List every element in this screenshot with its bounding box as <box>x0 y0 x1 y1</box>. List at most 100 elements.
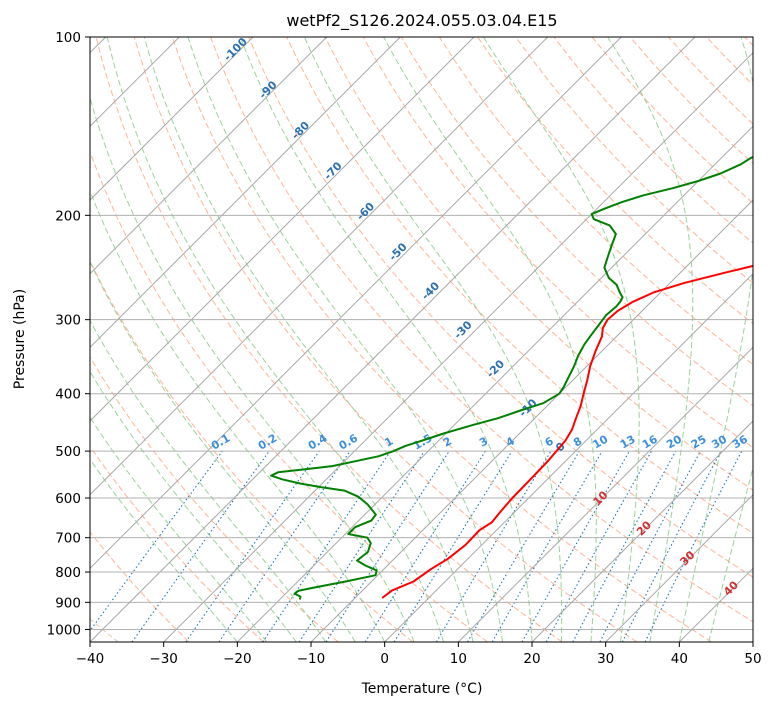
mixing-ratio-line <box>644 450 743 642</box>
isotherm-line <box>90 37 401 349</box>
dry-adiabat <box>95 37 563 642</box>
temperature-profile <box>381 264 753 599</box>
moist-adiabat <box>90 189 386 642</box>
mixing-ratio-line <box>545 450 653 642</box>
isentrope-label: 40 <box>721 578 741 598</box>
x-tick-label: 20 <box>523 651 540 667</box>
isotherm-line <box>384 272 753 642</box>
mixing-ratio-label: 0.4 <box>306 431 330 452</box>
moist-adiabat <box>90 260 356 642</box>
moist-adiabat-label: -90 <box>256 78 279 101</box>
x-tick-label: 0 <box>380 651 389 667</box>
y-tick-label: 900 <box>55 595 81 611</box>
isotherm-line <box>163 51 753 642</box>
mixing-ratio-line <box>435 450 552 642</box>
mixing-ratio-line <box>393 450 513 642</box>
moist-adiabat <box>303 37 563 642</box>
moist-adiabat <box>90 370 297 642</box>
y-tick-label: 400 <box>55 387 81 403</box>
dry-adiabat <box>133 37 638 642</box>
moist-adiabat-label: -70 <box>321 159 344 182</box>
dewpoint-profile <box>270 155 753 600</box>
mixing-ratio-label: 25 <box>689 433 709 452</box>
x-axis: −40 −30 −20 −10 0 10 20 30 40 50 <box>76 642 762 667</box>
moist-adiabat <box>482 37 640 642</box>
isotherm-line <box>90 37 549 496</box>
x-tick-label: 10 <box>450 651 467 667</box>
isotherm-line <box>457 346 753 642</box>
moist-adiabat-label: -80 <box>289 119 312 142</box>
plot-frame <box>89 36 754 643</box>
isotherm-line <box>752 641 753 642</box>
mixing-ratio-label: 10 <box>591 432 611 451</box>
isotherm-line <box>605 493 753 642</box>
dry-adiabat <box>248 37 753 578</box>
moist-adiabat-label: -60 <box>354 200 377 223</box>
y-tick-label: 100 <box>55 30 81 46</box>
mixing-ratio-label: 13 <box>618 433 638 452</box>
dry-adiabat <box>438 37 753 366</box>
moist-adiabat <box>678 37 753 642</box>
mixing-ratio-label: 6 <box>543 434 556 449</box>
isentrope-label: 10 <box>591 488 611 508</box>
dry-adiabat <box>90 445 264 642</box>
moist-adiabat <box>383 37 597 642</box>
mixing-ratio-label: 30 <box>709 432 729 451</box>
moist-adiabat <box>187 37 503 642</box>
dry-adiabat <box>90 356 339 642</box>
mixing-ratio-line <box>90 450 223 632</box>
moist-adiabat <box>607 37 694 642</box>
isotherm-line <box>310 199 753 642</box>
mixing-ratio-label: 0.1 <box>209 432 232 453</box>
profiles <box>270 155 753 600</box>
moist-adiabat-label: -100 <box>221 35 250 64</box>
mixing-ratio-label: 3 <box>477 435 490 450</box>
x-tick-label: 50 <box>744 651 761 667</box>
background-lines <box>90 37 753 642</box>
y-tick-label: 800 <box>55 565 81 581</box>
dry-adiabat <box>706 37 753 86</box>
x-tick-label: 40 <box>671 651 688 667</box>
moist-adiabat-label: -40 <box>419 279 442 302</box>
isotherm-line <box>90 37 622 570</box>
dry-adiabat <box>90 531 190 642</box>
mixing-ratio-line <box>298 450 425 642</box>
y-tick-label: 300 <box>55 313 81 329</box>
mixing-ratio-line <box>572 450 677 642</box>
mixing-ratio-label: 8 <box>571 435 584 450</box>
mixing-ratio-line <box>521 450 630 642</box>
x-tick-label: 30 <box>597 651 614 667</box>
moist-adiabat <box>90 416 268 642</box>
mixing-ratio-line <box>467 450 580 642</box>
moist-adiabat-label: -50 <box>386 240 409 263</box>
chart-title: wetPf2_S126.2024.055.03.04.E15 <box>286 11 557 31</box>
dry-adiabat <box>744 37 753 47</box>
moist-adiabat <box>239 37 533 642</box>
y-axis-label: Pressure (hPa) <box>12 289 28 389</box>
dry-adiabat <box>515 37 753 284</box>
mixing-ratio-label: 36 <box>730 432 750 451</box>
isotherm-line <box>90 37 475 422</box>
x-tick-label: −10 <box>297 651 326 667</box>
isotherm-line <box>90 37 696 642</box>
isotherm-line <box>90 37 328 275</box>
isotherm-line <box>678 567 753 642</box>
mixing-ratio-line <box>218 450 351 642</box>
isotherm-line <box>236 125 753 642</box>
moist-adiabat-label: -30 <box>451 318 474 341</box>
x-tick-label: −30 <box>149 651 178 667</box>
dry-adiabat <box>400 37 753 407</box>
y-axis: 100 200 300 400 500 600 700 800 900 1000 <box>47 30 90 638</box>
moist-adiabat <box>143 37 474 642</box>
mixing-ratio-line <box>325 450 450 642</box>
y-tick-label: 500 <box>55 444 81 460</box>
dry-adiabat <box>210 37 753 623</box>
moist-adiabat <box>90 458 238 642</box>
mixing-ratio-line <box>262 450 392 642</box>
moist-adiabat-label: -20 <box>484 357 507 380</box>
x-axis-label: Temperature (°C) <box>361 681 483 697</box>
isotherm-line <box>531 420 753 642</box>
isotherm-line <box>90 37 254 201</box>
line-annotations: 0.1 0.2 0.4 0.6 1 1.5 2 3 4 6 8 10 13 16 20 25 30 36-100-… <box>209 35 750 599</box>
